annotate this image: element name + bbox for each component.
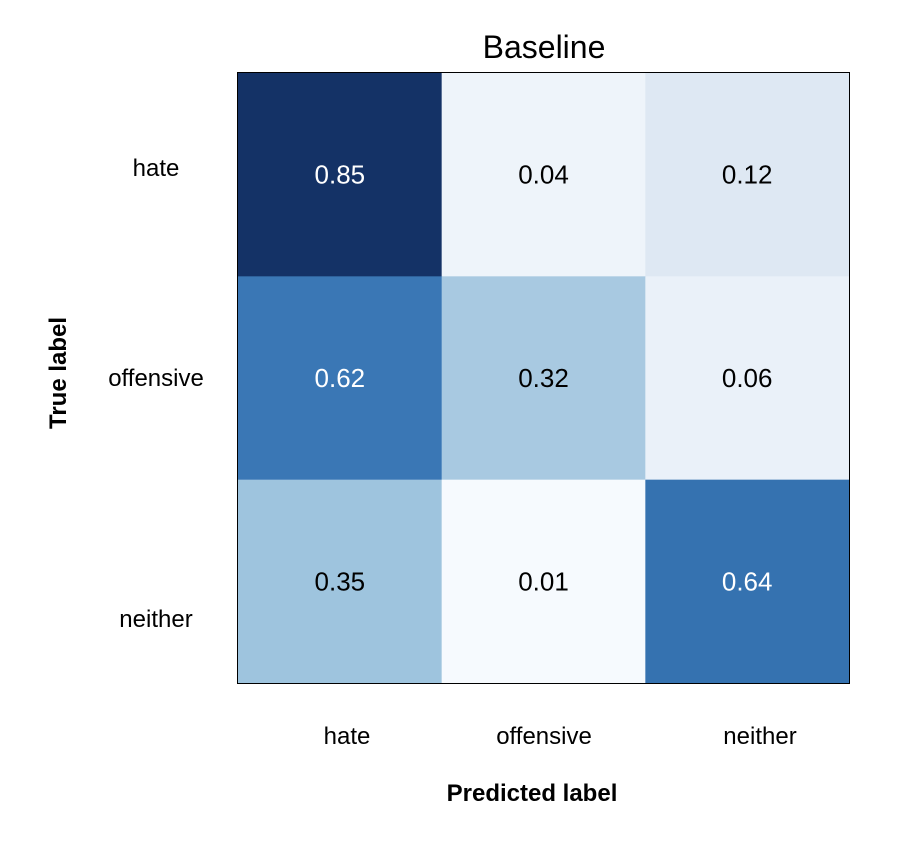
y-tick-label-offensive: offensive xyxy=(108,365,204,392)
chart-title: Baseline xyxy=(483,29,606,65)
heatmap-cell-hate-offensive xyxy=(441,73,646,277)
x-tick-label-neither: neither xyxy=(723,723,796,750)
cell-value-label: 0.01 xyxy=(518,566,569,596)
heatmap-cell-offensive-offensive xyxy=(441,276,646,481)
cells-layer: 0.85 0.04 0.12 0.62 0.32 0.06 0.35 0.01 0.64 xyxy=(238,73,850,684)
x-tick-label-hate: hate xyxy=(324,723,371,750)
cell-value-label: 0.62 xyxy=(315,363,366,393)
heatmap-cell-neither-offensive xyxy=(441,479,646,684)
heatmap-cell-offensive-hate xyxy=(238,276,443,481)
plot-frame xyxy=(237,72,850,684)
y-tick-label-hate: hate xyxy=(133,155,180,182)
heatmap-cell-neither-neither xyxy=(645,479,850,684)
ticks-layer: hate offensive neither hate offensive neither xyxy=(108,155,797,750)
x-axis-label: Predicted label xyxy=(447,780,618,807)
cell-value-label: 0.85 xyxy=(315,160,366,190)
y-tick-label-neither: neither xyxy=(119,606,192,633)
heatmap-cell-hate-neither xyxy=(645,73,850,277)
cell-value-label: 0.12 xyxy=(722,160,773,190)
y-axis-label: True label xyxy=(45,317,72,429)
heatmap-cell-offensive-neither xyxy=(645,276,850,481)
cell-value-label: 0.32 xyxy=(518,363,569,393)
cell-value-label: 0.64 xyxy=(722,566,773,596)
heatmap-cell-neither-hate xyxy=(238,479,443,684)
cell-value-label: 0.35 xyxy=(315,566,366,596)
cell-value-label: 0.06 xyxy=(722,363,773,393)
heatmap-cell-hate-hate xyxy=(238,73,443,277)
x-tick-label-offensive: offensive xyxy=(496,723,592,750)
cell-value-label: 0.04 xyxy=(518,160,569,190)
